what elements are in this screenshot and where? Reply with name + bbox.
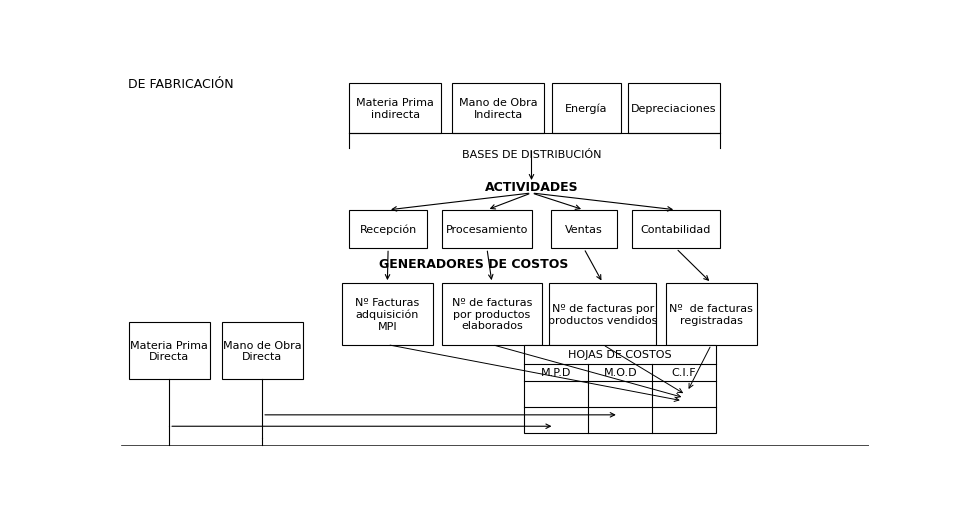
Text: ACTIVIDADES: ACTIVIDADES: [485, 181, 579, 194]
Bar: [221, 322, 303, 380]
Text: Nº de facturas por
productos vendidos: Nº de facturas por productos vendidos: [548, 304, 658, 325]
Text: Contabilidad: Contabilidad: [640, 225, 711, 235]
Text: Energía: Energía: [565, 104, 608, 114]
Bar: [524, 345, 716, 433]
Text: GENERADORES DE COSTOS: GENERADORES DE COSTOS: [379, 258, 568, 271]
Text: Nº de facturas
por productos
elaborados: Nº de facturas por productos elaborados: [452, 297, 532, 331]
Bar: [553, 84, 620, 134]
Bar: [666, 283, 757, 345]
Text: M.O.D: M.O.D: [604, 368, 637, 378]
Text: Ventas: Ventas: [565, 225, 603, 235]
Bar: [350, 211, 427, 249]
Text: Materia Prima
indirecta: Materia Prima indirecta: [356, 98, 434, 119]
Bar: [550, 283, 656, 345]
Text: Nº Facturas
adquisición
MPI: Nº Facturas adquisición MPI: [355, 297, 419, 331]
Text: HOJAS DE COSTOS: HOJAS DE COSTOS: [568, 349, 671, 360]
Text: M.P.D: M.P.D: [541, 368, 571, 378]
Text: BASES DE DISTRIBUCIÓN: BASES DE DISTRIBUCIÓN: [462, 150, 601, 160]
Text: Recepción: Recepción: [359, 224, 416, 235]
Bar: [350, 84, 440, 134]
Text: C.I.F: C.I.F: [672, 368, 696, 378]
Bar: [628, 84, 720, 134]
Bar: [128, 322, 210, 380]
Text: Materia Prima
Directa: Materia Prima Directa: [130, 340, 208, 362]
Bar: [452, 84, 544, 134]
Bar: [442, 283, 542, 345]
Text: Nº  de facturas
registradas: Nº de facturas registradas: [669, 304, 753, 325]
Bar: [551, 211, 616, 249]
Bar: [442, 211, 531, 249]
Bar: [342, 283, 433, 345]
Text: Mano de Obra
Directa: Mano de Obra Directa: [223, 340, 301, 362]
Text: DE FABRICACIÓN: DE FABRICACIÓN: [128, 77, 234, 90]
Text: Depreciaciones: Depreciaciones: [632, 104, 717, 114]
Text: Mano de Obra
Indirecta: Mano de Obra Indirecta: [459, 98, 537, 119]
Bar: [633, 211, 720, 249]
Text: Procesamiento: Procesamiento: [445, 225, 528, 235]
